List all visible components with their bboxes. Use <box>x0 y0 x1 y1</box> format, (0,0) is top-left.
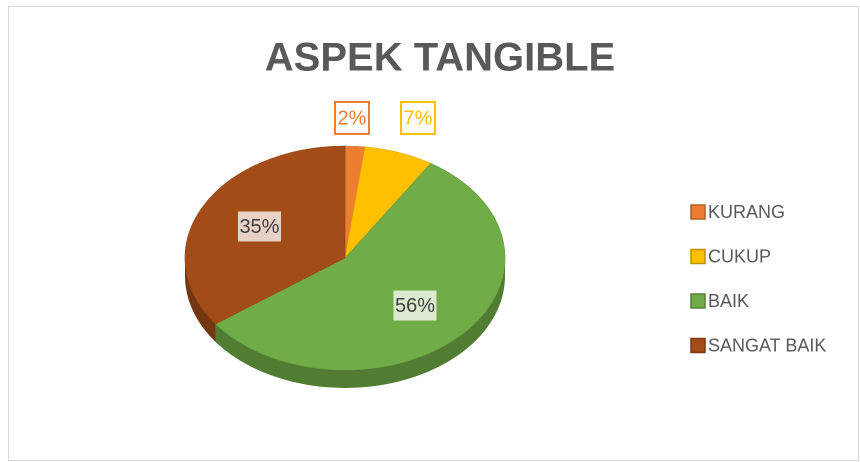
data-label: 7% <box>404 107 433 129</box>
data-label-box <box>235 209 283 244</box>
chart-title: ASPEK TANGIBLE <box>265 36 615 80</box>
slice-side <box>185 258 216 342</box>
data-label: 2% <box>338 107 367 129</box>
legend-swatch <box>690 248 706 265</box>
legend-label: CUKUP <box>708 246 771 266</box>
data-label-box <box>400 101 436 135</box>
data-label: 56% <box>395 295 435 317</box>
data-label-box <box>391 288 439 323</box>
legend-label: BAIK <box>708 291 749 311</box>
legend-label: SANGAT BAIK <box>708 335 826 355</box>
legend-label: KURANG <box>708 202 785 222</box>
data-label: 35% <box>239 216 279 238</box>
slice-side <box>215 258 505 388</box>
legend-swatch <box>690 204 706 220</box>
legend-swatch <box>690 337 706 354</box>
data-label-box <box>334 101 370 135</box>
legend-swatch <box>690 293 706 309</box>
